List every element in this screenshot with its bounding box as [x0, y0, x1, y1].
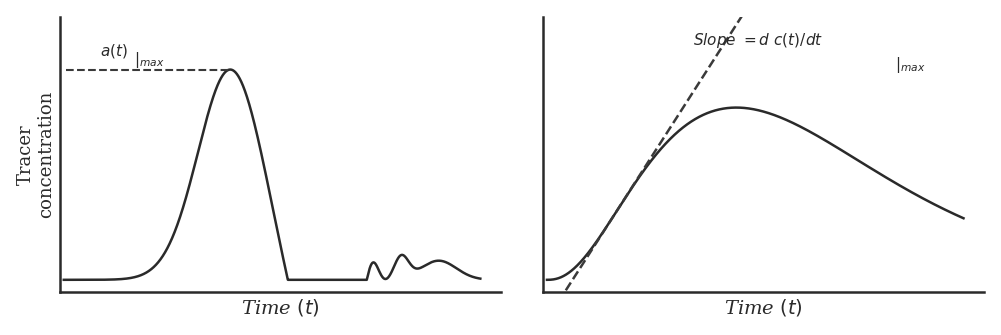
Text: $|_{max}$: $|_{max}$	[134, 50, 164, 70]
Text: $|_{max}$: $|_{max}$	[895, 55, 925, 75]
Text: $a(t)$: $a(t)$	[100, 42, 128, 60]
Y-axis label: Tracer
concentration: Tracer concentration	[17, 90, 55, 218]
Text: $Slope\ =d\ c(t)/dt$: $Slope\ =d\ c(t)/dt$	[693, 31, 823, 50]
X-axis label: Time $(t)$: Time $(t)$	[725, 297, 803, 318]
X-axis label: Time $(t)$: Time $(t)$	[241, 297, 319, 318]
